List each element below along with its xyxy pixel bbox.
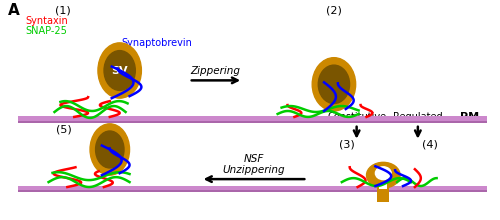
Bar — [18, 116, 487, 123]
Text: Synaptobrevin: Synaptobrevin — [122, 38, 192, 48]
Bar — [18, 121, 487, 123]
Ellipse shape — [318, 65, 350, 104]
Ellipse shape — [312, 58, 356, 111]
Text: Zippering: Zippering — [190, 66, 240, 76]
Text: A: A — [8, 3, 20, 18]
Ellipse shape — [90, 124, 130, 175]
Bar — [378, 184, 389, 202]
Ellipse shape — [366, 162, 400, 188]
Bar — [380, 183, 387, 189]
Bar — [18, 185, 487, 192]
Ellipse shape — [104, 51, 136, 90]
Text: SV: SV — [112, 66, 128, 75]
Ellipse shape — [376, 167, 391, 180]
Text: (3): (3) — [339, 140, 354, 150]
Bar — [18, 190, 487, 192]
Text: (1): (1) — [54, 5, 70, 15]
Text: Regulated: Regulated — [393, 112, 442, 122]
Text: Syntaxin: Syntaxin — [25, 16, 68, 26]
Text: PM: PM — [460, 112, 479, 122]
Ellipse shape — [96, 131, 124, 168]
Text: SNAP-25: SNAP-25 — [25, 26, 67, 36]
Text: NSF
Unzippering: NSF Unzippering — [222, 154, 286, 175]
Ellipse shape — [98, 43, 142, 98]
Text: (5): (5) — [56, 125, 72, 135]
Text: (4): (4) — [422, 140, 438, 150]
Text: (2): (2) — [326, 5, 342, 15]
Text: Constitutive: Constitutive — [327, 112, 386, 122]
